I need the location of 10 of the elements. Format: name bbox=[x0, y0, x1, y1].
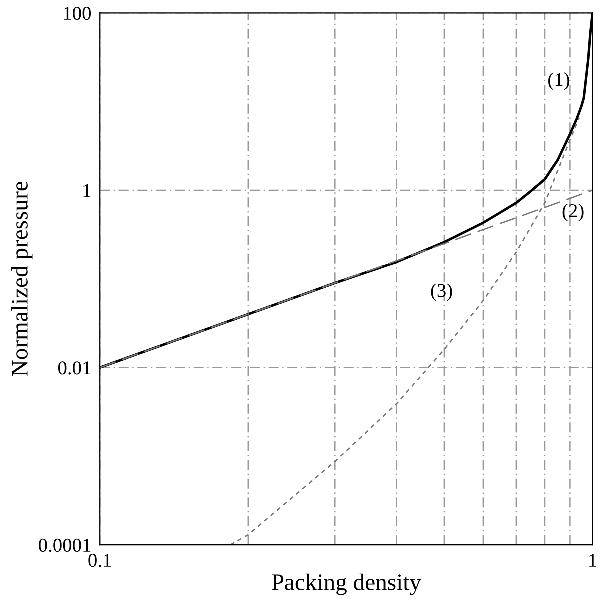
y-axis-title: Normalized pressure bbox=[11, 182, 33, 376]
series-label: (3) bbox=[431, 284, 452, 302]
x-tick-label: 0.1 bbox=[88, 554, 112, 568]
y-tick-label: 0.01 bbox=[58, 362, 91, 375]
series-label: (1) bbox=[548, 72, 570, 90]
y-tick-label: 100 bbox=[64, 6, 92, 20]
y-tick-label: 1 bbox=[84, 184, 91, 198]
y-tick-label: 0.0001 bbox=[39, 538, 91, 552]
x-axis-title: Packing density bbox=[272, 574, 422, 596]
series-label: (2) bbox=[562, 204, 584, 222]
